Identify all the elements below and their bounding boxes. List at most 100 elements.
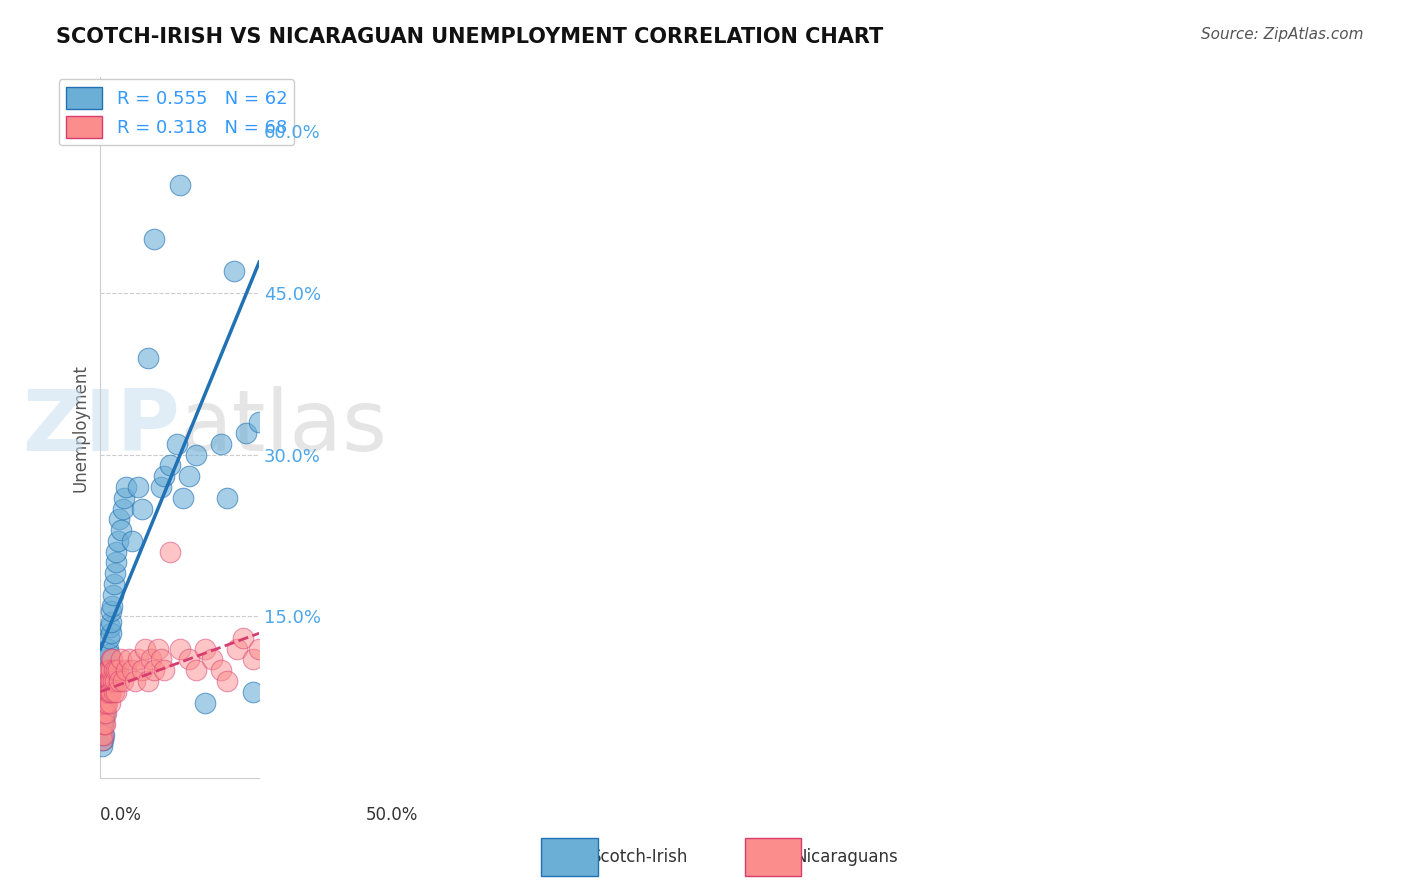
Point [104,663,127,677]
Point [100,652,122,666]
Point [110,523,132,537]
Point [94,673,117,688]
Point [209,437,232,451]
Point [153,469,176,483]
Point [153,663,176,677]
Point [217,491,239,505]
Point [91,717,114,731]
Point [179,652,201,666]
Point [98,631,121,645]
Point [98,663,121,677]
Point [93,706,115,721]
Point [101,652,124,666]
Point [97,641,120,656]
Y-axis label: Unemployment: Unemployment [72,364,89,491]
Text: Scotch-Irish: Scotch-Irish [591,848,688,866]
Point [90,728,112,742]
Point [91,733,114,747]
Point [103,685,125,699]
Point [94,663,117,677]
Point [131,663,153,677]
Point [127,652,149,666]
Point [105,685,128,699]
Point [235,426,257,441]
Point [96,685,118,699]
Point [93,712,115,726]
Point [93,728,115,742]
Point [146,641,169,656]
Point [159,458,181,473]
Point [108,512,131,526]
Point [91,733,114,747]
Point [94,696,117,710]
Point [100,663,122,677]
Point [149,480,172,494]
Point [101,588,124,602]
Text: 50.0%: 50.0% [366,806,418,824]
Point [107,533,129,548]
Point [136,673,159,688]
Text: atlas: atlas [180,386,388,469]
Point [112,491,135,505]
Point [96,696,118,710]
Point [91,728,114,742]
Point [111,673,134,688]
Point [179,469,201,483]
Point [93,685,115,699]
Point [121,533,143,548]
Point [93,685,115,699]
Point [143,232,166,246]
Point [184,448,207,462]
Point [107,663,129,677]
Text: ZIP: ZIP [22,386,180,469]
Point [98,673,121,688]
Point [222,264,245,278]
Point [97,673,120,688]
Point [97,663,120,677]
Point [166,437,188,451]
Point [111,501,134,516]
Point [114,663,136,677]
Text: SCOTCH-IRISH VS NICARAGUAN UNEMPLOYMENT CORRELATION CHART: SCOTCH-IRISH VS NICARAGUAN UNEMPLOYMENT … [56,27,883,46]
Point [91,739,114,753]
Point [118,652,141,666]
Point [194,696,217,710]
Point [94,685,117,699]
Point [232,631,254,645]
Point [217,673,239,688]
Point [104,673,127,688]
Point [149,652,172,666]
Point [91,706,114,721]
Point [108,673,131,688]
Point [100,604,122,618]
Point [143,663,166,677]
Point [191,113,214,128]
Point [93,673,115,688]
Point [200,652,222,666]
Point [91,728,114,742]
Point [94,696,117,710]
Point [96,673,118,688]
Point [127,480,149,494]
Point [247,415,270,429]
Point [159,544,181,558]
Point [194,641,217,656]
Point [229,103,252,117]
Point [103,577,125,591]
Point [100,625,122,640]
Point [98,620,121,634]
Point [114,480,136,494]
Point [110,652,132,666]
Point [184,663,207,677]
Point [97,673,120,688]
Point [94,706,117,721]
Point [242,685,264,699]
Point [131,501,153,516]
Point [100,615,122,629]
Point [104,556,127,570]
Point [96,663,118,677]
Point [247,641,270,656]
Point [94,685,117,699]
Point [94,673,117,688]
Point [93,696,115,710]
